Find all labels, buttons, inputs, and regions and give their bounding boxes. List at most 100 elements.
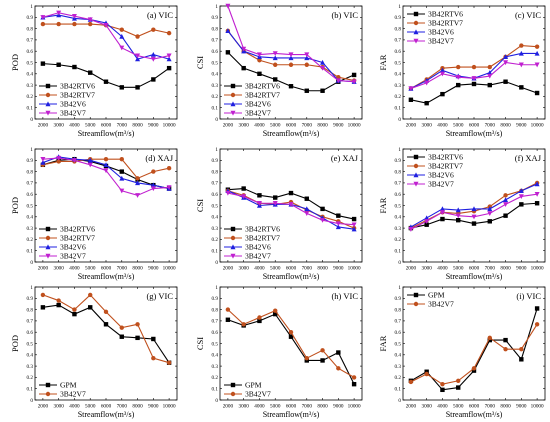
data-point (241, 46, 247, 52)
x-tick-label: 5000 (453, 404, 464, 410)
data-point (487, 64, 492, 70)
panel-title: (g) VIC (146, 291, 173, 301)
legend-entry: 3B42V6 (60, 243, 86, 252)
data-point (456, 82, 461, 88)
x-tick-label: 9000 (516, 266, 527, 272)
y-tick-label: 0.3 (395, 226, 402, 232)
data-point (88, 21, 93, 27)
data-point (119, 33, 125, 39)
data-point (351, 79, 357, 85)
y-axis-label: POD (10, 197, 20, 214)
data-point (273, 195, 278, 200)
panel-7: 0 0.1 0.2 0.3 0.4 0.5 0.6 0.7 0.8 0.9 1 2000 3000 400… (10, 285, 178, 419)
legend-entry: 3B42V7 (60, 252, 86, 261)
x-tick-label: 5000 (270, 404, 281, 410)
data-point (119, 175, 125, 181)
data-point (336, 74, 341, 80)
data-point (272, 201, 278, 206)
legend-entry: 3B42RTV6 (245, 82, 280, 91)
series-3b42v7 (40, 155, 172, 198)
legend-marker (45, 226, 51, 232)
data-point (257, 193, 262, 198)
x-tick-label: 9000 (516, 404, 527, 410)
data-point (534, 192, 540, 197)
data-point (166, 53, 172, 59)
legend-entry: 3B42RTV7 (428, 19, 463, 28)
legend-entry: 3B42V7 (245, 390, 271, 399)
y-tick-label: 0.7 (27, 319, 34, 325)
data-point (336, 350, 341, 355)
data-point (503, 79, 508, 84)
data-point (519, 85, 524, 90)
panel-title: (f) XAJ (515, 153, 542, 163)
data-point (456, 64, 461, 70)
x-tick-label: 3000 (238, 404, 249, 410)
data-point (471, 64, 477, 70)
y-tick-label: 0.2 (27, 375, 34, 381)
x-tick-label: 6000 (101, 404, 112, 410)
y-tick-label: 0.2 (27, 94, 34, 100)
data-point (40, 305, 46, 310)
y-tick-label: 0.1 (27, 106, 34, 112)
y-tick-label: 0.1 (212, 106, 219, 112)
x-tick-label: 5000 (453, 266, 464, 272)
data-point (119, 334, 124, 339)
y-tick-label: 0.3 (212, 83, 219, 89)
data-point (408, 97, 414, 102)
data-point (471, 76, 477, 81)
x-tick-label: 8000 (500, 123, 511, 129)
data-point (225, 307, 231, 312)
data-point (320, 206, 325, 212)
y-tick-label: 0.5 (27, 203, 34, 209)
series-3b42v7 (225, 3, 357, 85)
y-tick-label: 0 (398, 260, 401, 266)
x-tick-label: 7000 (302, 266, 313, 272)
x-tick-label: 3000 (53, 266, 64, 272)
data-point (534, 201, 540, 206)
data-point (424, 371, 429, 377)
x-tick-label: 9000 (516, 123, 527, 129)
y-axis-label: FAR (378, 54, 388, 70)
x-tick-label: 2000 (223, 404, 234, 410)
data-point (320, 65, 326, 71)
y-tick-label: 0.9 (27, 158, 34, 164)
data-point (273, 311, 278, 317)
data-point (288, 62, 294, 67)
data-point (150, 51, 156, 57)
data-point (119, 325, 124, 330)
x-tick-label: 7000 (117, 404, 128, 410)
x-tick-label: 6000 (469, 404, 480, 410)
data-point (72, 64, 77, 70)
panel-2: 0 0.1 0.2 0.3 0.4 0.5 0.6 0.7 0.8 0.9 1 2000 3000 400… (195, 3, 363, 138)
data-point (288, 334, 294, 339)
series-3b42rtv6 (40, 61, 172, 90)
data-point (257, 315, 262, 320)
data-point (335, 221, 341, 227)
data-point (534, 90, 540, 96)
y-axis-label: POD (10, 54, 20, 71)
data-point (56, 62, 61, 67)
legend-marker (230, 244, 236, 250)
y-tick-label: 0.4 (212, 353, 219, 359)
data-point (455, 74, 461, 80)
data-point (503, 60, 509, 66)
legend-marker (230, 101, 236, 107)
data-point (503, 202, 509, 207)
legend-entry: 3B42V7 (245, 252, 271, 261)
y-tick-label: 0.7 (27, 38, 34, 44)
x-tick-label: 3000 (421, 123, 432, 129)
legend-marker (413, 172, 419, 178)
data-point (304, 211, 310, 217)
x-tick-label: 4000 (254, 123, 265, 129)
data-point (304, 62, 309, 67)
y-tick-label: 0.7 (212, 38, 219, 44)
data-point (288, 52, 294, 58)
x-tick-label: 8000 (317, 266, 328, 272)
legend-entry: 3B42V7 (60, 109, 86, 118)
panel-3: 0 0.1 0.2 0.3 0.4 0.5 0.6 0.7 0.8 0.9 1 2000 3000 400… (378, 4, 546, 138)
data-point (119, 45, 125, 51)
y-tick-label: 0.3 (395, 364, 402, 370)
data-point (56, 10, 62, 16)
y-tick-label: 1 (30, 147, 33, 153)
